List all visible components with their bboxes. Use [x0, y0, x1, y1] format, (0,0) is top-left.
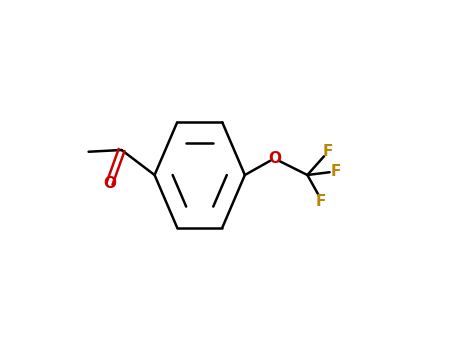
Text: F: F — [331, 164, 341, 179]
Text: O: O — [268, 151, 281, 166]
Text: O: O — [103, 176, 116, 191]
Text: F: F — [315, 194, 326, 209]
Text: F: F — [323, 144, 334, 159]
